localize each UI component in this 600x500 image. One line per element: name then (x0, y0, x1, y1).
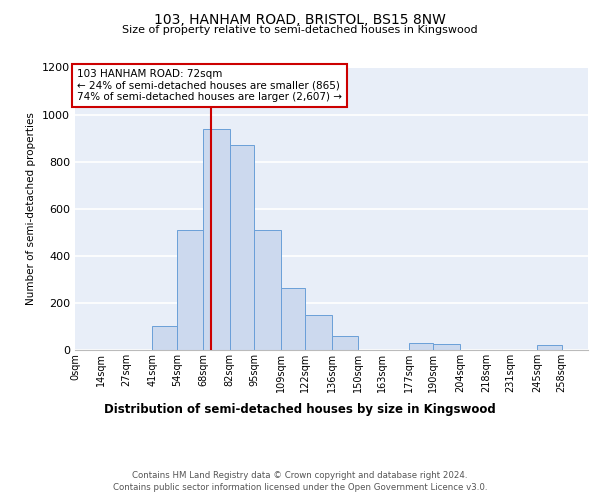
Y-axis label: Number of semi-detached properties: Number of semi-detached properties (26, 112, 37, 305)
Bar (230, 145, 254, 350)
Text: Size of property relative to semi-detached houses in Kingswood: Size of property relative to semi-detach… (122, 25, 478, 35)
Text: Distribution of semi-detached houses by size in Kingswood: Distribution of semi-detached houses by … (104, 402, 496, 415)
Text: Contains HM Land Registry data © Crown copyright and database right 2024.: Contains HM Land Registry data © Crown c… (132, 472, 468, 480)
Text: 103 HANHAM ROAD: 72sqm
← 24% of semi-detached houses are smaller (865)
74% of se: 103 HANHAM ROAD: 72sqm ← 24% of semi-det… (77, 69, 342, 102)
Text: 103, HANHAM ROAD, BRISTOL, BS15 8NW: 103, HANHAM ROAD, BRISTOL, BS15 8NW (154, 12, 446, 26)
Bar (331, 336, 358, 350)
Bar (177, 230, 203, 350)
Bar (152, 326, 177, 350)
Bar (409, 343, 433, 350)
Bar (305, 314, 331, 350)
Text: Contains public sector information licensed under the Open Government Licence v3: Contains public sector information licen… (113, 483, 487, 492)
Bar (537, 346, 562, 350)
Bar (433, 344, 460, 350)
Bar (254, 230, 281, 350)
Bar (203, 128, 230, 350)
Bar (281, 288, 305, 350)
